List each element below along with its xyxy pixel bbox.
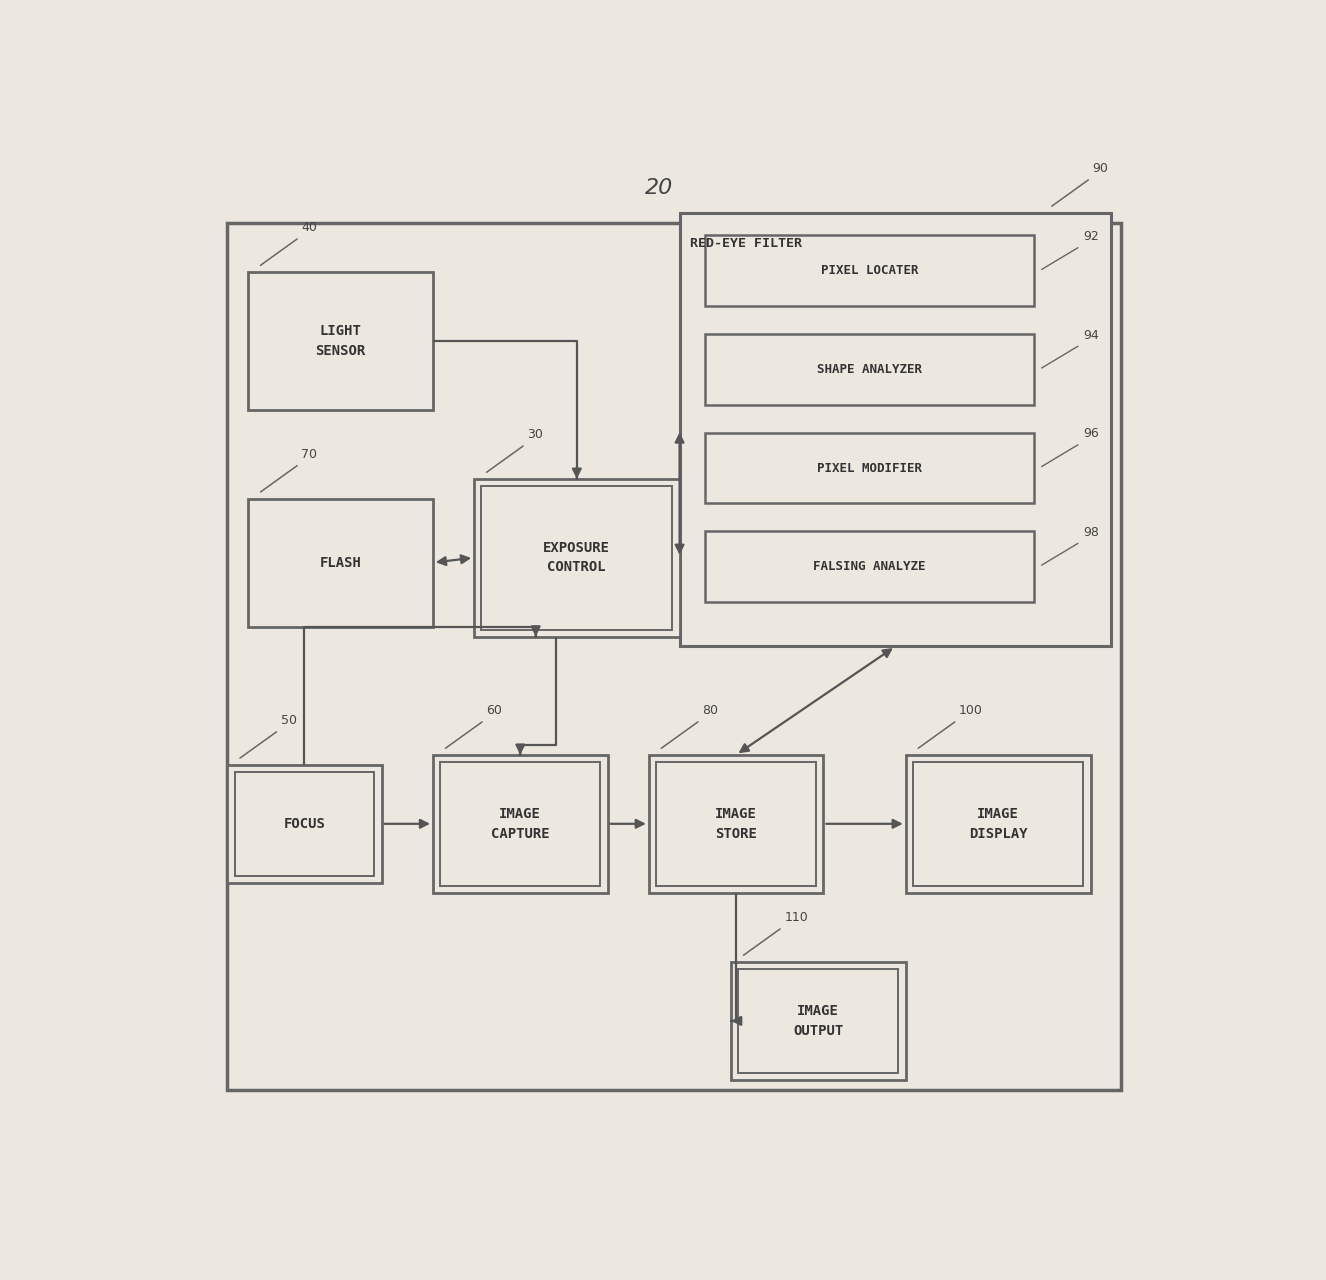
- Bar: [705, 531, 1034, 602]
- Text: FOCUS: FOCUS: [284, 817, 325, 831]
- Text: PIXEL MODIFIER: PIXEL MODIFIER: [817, 462, 922, 475]
- Text: IMAGE
CAPTURE: IMAGE CAPTURE: [491, 808, 549, 841]
- Bar: [906, 755, 1090, 893]
- Text: 40: 40: [301, 221, 317, 234]
- Text: 60: 60: [487, 704, 503, 717]
- Text: FALSING ANALYZE: FALSING ANALYZE: [813, 561, 926, 573]
- Bar: [656, 762, 817, 886]
- Bar: [432, 755, 607, 893]
- Text: 92: 92: [1083, 230, 1099, 243]
- Bar: [228, 764, 382, 883]
- Text: RED-EYE FILTER: RED-EYE FILTER: [690, 237, 802, 251]
- Text: 90: 90: [1093, 163, 1109, 175]
- Text: 96: 96: [1083, 428, 1099, 440]
- Bar: [705, 334, 1034, 404]
- Bar: [648, 755, 823, 893]
- Bar: [475, 479, 680, 636]
- Text: 110: 110: [785, 911, 808, 924]
- Text: 20: 20: [644, 178, 674, 198]
- Bar: [440, 762, 601, 886]
- Bar: [705, 433, 1034, 503]
- Text: EXPOSURE
CONTROL: EXPOSURE CONTROL: [544, 541, 610, 575]
- Text: IMAGE
DISPLAY: IMAGE DISPLAY: [969, 808, 1028, 841]
- Bar: [248, 498, 432, 627]
- Text: 80: 80: [703, 704, 719, 717]
- Text: PIXEL LOCATER: PIXEL LOCATER: [821, 265, 919, 278]
- Bar: [228, 223, 1122, 1091]
- Text: 100: 100: [959, 704, 983, 717]
- Text: IMAGE
OUTPUT: IMAGE OUTPUT: [793, 1005, 843, 1038]
- Text: 30: 30: [528, 429, 544, 442]
- Bar: [248, 271, 432, 410]
- Text: 94: 94: [1083, 329, 1099, 342]
- Bar: [912, 762, 1083, 886]
- Text: 98: 98: [1083, 526, 1099, 539]
- Text: LIGHT
SENSOR: LIGHT SENSOR: [316, 324, 366, 357]
- Bar: [235, 772, 374, 876]
- Bar: [739, 969, 899, 1073]
- Text: 70: 70: [301, 448, 317, 461]
- Bar: [705, 236, 1034, 306]
- Bar: [680, 212, 1111, 646]
- Text: IMAGE
STORE: IMAGE STORE: [715, 808, 757, 841]
- Text: FLASH: FLASH: [320, 556, 362, 570]
- Text: SHAPE ANALYZER: SHAPE ANALYZER: [817, 364, 922, 376]
- Bar: [731, 961, 906, 1080]
- Bar: [481, 485, 672, 630]
- Text: 50: 50: [281, 714, 297, 727]
